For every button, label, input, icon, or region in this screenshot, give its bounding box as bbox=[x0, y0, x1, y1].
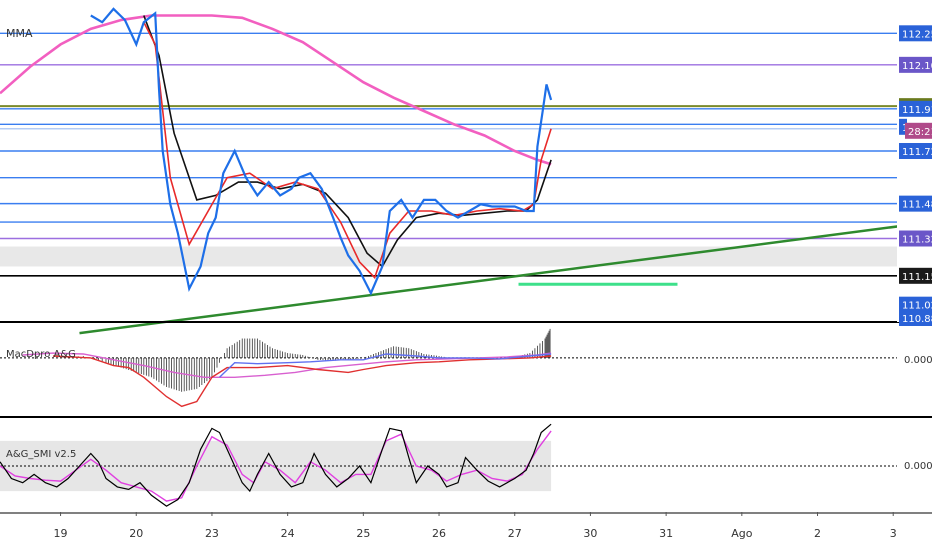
macd-legend: MacDpro A&G bbox=[6, 349, 76, 360]
time-tick-label: 2 bbox=[814, 527, 821, 540]
price-badge bbox=[899, 143, 932, 160]
price-badge bbox=[899, 230, 932, 247]
sma-fast-line bbox=[143, 21, 552, 280]
time-tick-label: 23 bbox=[205, 527, 219, 540]
time-tick-label: 31 bbox=[659, 527, 673, 540]
price-badge-label: 28:21 bbox=[908, 127, 932, 138]
macd-signal-line bbox=[52, 355, 552, 408]
sma-slow-line bbox=[143, 15, 552, 268]
main-legend: MMA bbox=[6, 27, 33, 40]
price-badge-label: 110.881 bbox=[902, 314, 932, 325]
time-tick-label: Ago bbox=[731, 527, 753, 540]
price-badge bbox=[899, 296, 932, 313]
time-tick-label: 19 bbox=[54, 527, 68, 540]
time-tick-label: 25 bbox=[356, 527, 370, 540]
smi-k-line bbox=[0, 423, 552, 507]
macd-panel[interactable] bbox=[0, 328, 932, 418]
time-tick-label: 30 bbox=[583, 527, 597, 540]
time-tick-label: 24 bbox=[281, 527, 295, 540]
trend-line[interactable] bbox=[79, 209, 932, 335]
time-tick-label: 26 bbox=[432, 527, 446, 540]
time-tick-label: 3 bbox=[890, 527, 897, 540]
price-badge bbox=[905, 122, 932, 139]
grey-band bbox=[0, 246, 897, 267]
price-badge-label: 111.028 bbox=[902, 301, 932, 312]
macd-line bbox=[219, 353, 552, 378]
smi-panel[interactable] bbox=[0, 423, 932, 514]
price-badge bbox=[899, 195, 932, 212]
price-badge-label: 111.326 bbox=[902, 235, 932, 246]
price-badge bbox=[899, 56, 932, 73]
price-badge-label: 112.250 bbox=[902, 29, 932, 40]
time-tick-label: 27 bbox=[508, 527, 522, 540]
sma-long-line bbox=[0, 14, 552, 166]
price-badge-label: 111.483 bbox=[902, 200, 932, 211]
price-badge-label: 111.158 bbox=[902, 272, 932, 283]
price-badge bbox=[899, 267, 932, 284]
main-price-panel[interactable] bbox=[0, 7, 932, 335]
price-badge-label: 111.720 bbox=[902, 147, 932, 158]
price-badge bbox=[899, 100, 932, 117]
time-tick-label: 20 bbox=[129, 527, 143, 540]
price-badge bbox=[899, 118, 907, 135]
price-line bbox=[90, 7, 553, 296]
price-badge bbox=[899, 25, 932, 42]
time-axis: 19 20 23 24 25 26 27 30 31 Ago 2 3 bbox=[54, 512, 897, 540]
price-badge bbox=[899, 310, 932, 326]
smi-d-line bbox=[0, 430, 552, 502]
price-badge-label: 111.910 bbox=[902, 105, 932, 116]
smi-legend: A&G_SMI v2.5 bbox=[6, 449, 76, 460]
price-badge-label: 112.108 bbox=[902, 61, 932, 72]
price-axis: 112.250112.108111.922111.910128:21111.72… bbox=[897, 0, 932, 326]
